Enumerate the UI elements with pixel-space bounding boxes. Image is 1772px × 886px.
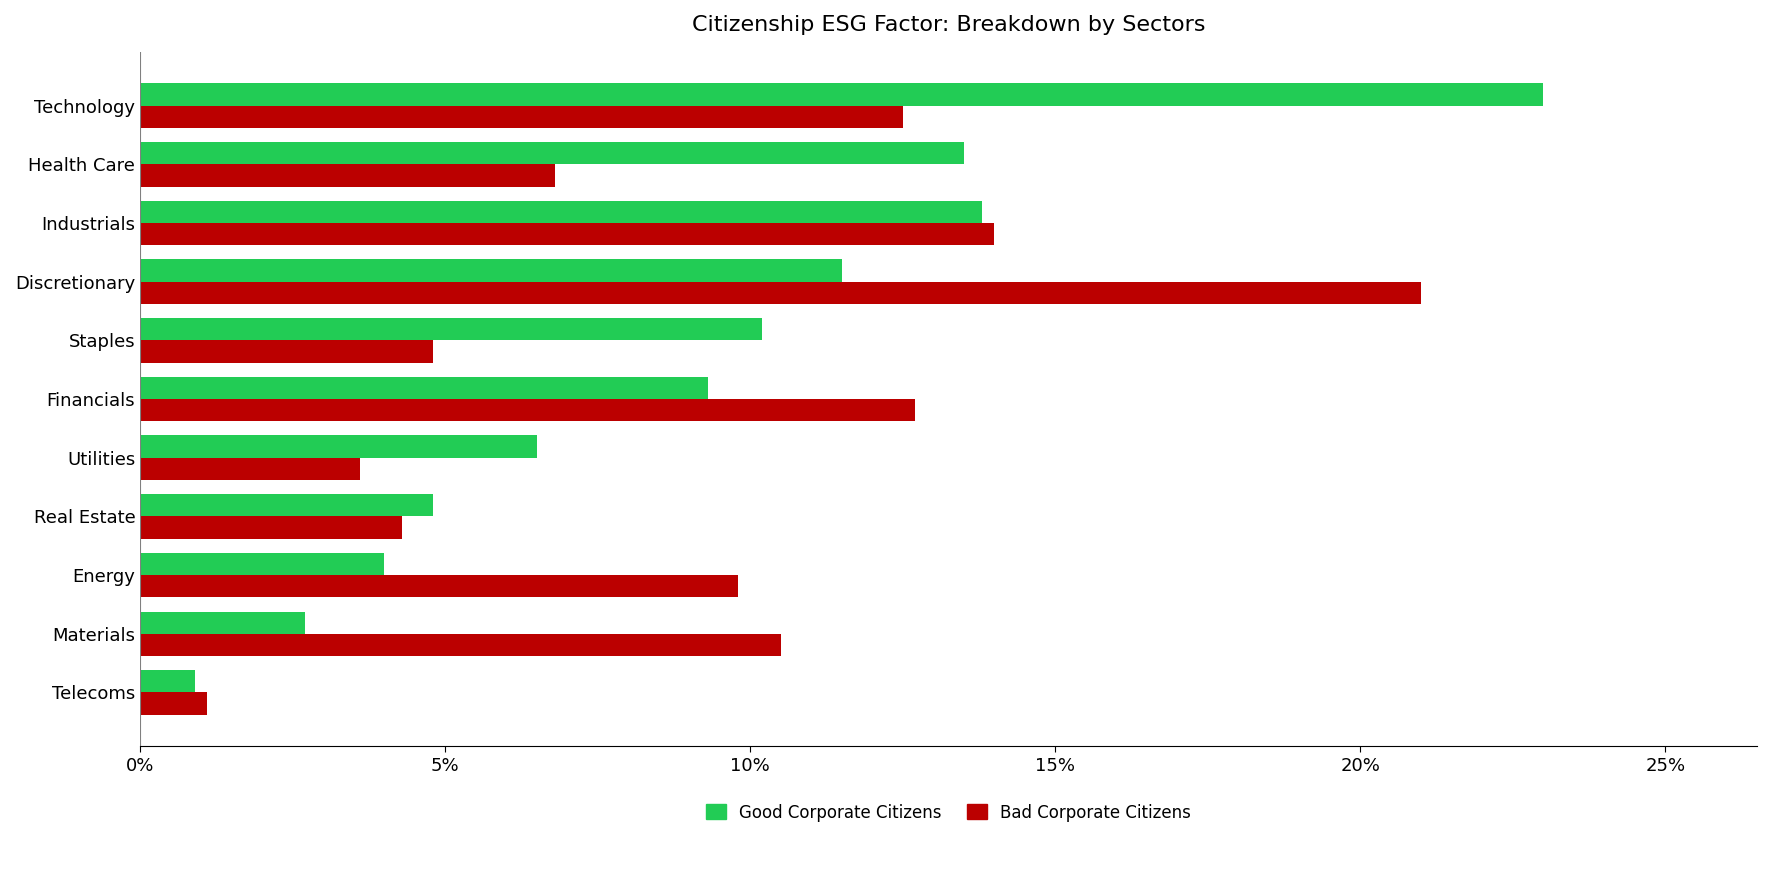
Bar <box>140 223 994 245</box>
Bar <box>140 575 739 597</box>
Bar <box>140 399 914 422</box>
Bar <box>140 201 982 223</box>
Bar <box>140 260 842 282</box>
Bar <box>140 318 762 340</box>
Bar <box>140 377 707 399</box>
Bar <box>140 458 360 480</box>
Bar <box>140 494 432 517</box>
Bar <box>140 282 1421 304</box>
Bar <box>140 633 781 657</box>
Bar <box>140 142 964 165</box>
Title: Citizenship ESG Factor: Breakdown by Sectors: Citizenship ESG Factor: Breakdown by Sec… <box>691 15 1205 35</box>
Bar <box>140 340 432 362</box>
Legend: Good Corporate Citizens, Bad Corporate Citizens: Good Corporate Citizens, Bad Corporate C… <box>700 797 1198 828</box>
Bar <box>140 165 555 187</box>
Bar <box>140 105 902 128</box>
Bar <box>140 611 305 633</box>
Bar <box>140 693 207 715</box>
Bar <box>140 436 537 458</box>
Bar <box>140 670 195 693</box>
Bar <box>140 517 402 539</box>
Bar <box>140 553 385 575</box>
Bar <box>140 83 1543 105</box>
